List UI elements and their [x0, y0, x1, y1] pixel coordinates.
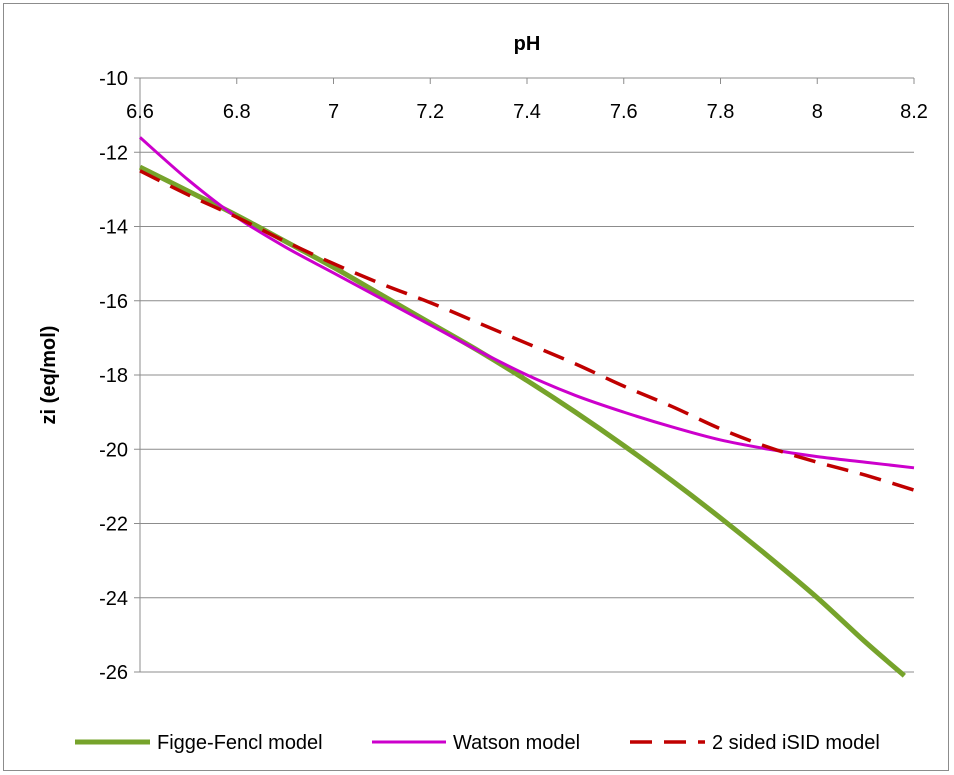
y-tick-label: -26 [99, 662, 128, 684]
legend: Figge-Fencl model Watson model 2 sided iSI… [75, 732, 880, 754]
gridlines [140, 77, 914, 673]
y-tick-label: -22 [99, 514, 128, 536]
x-tick-label: 7.6 [610, 101, 638, 123]
legend-label: 2 sided iSID model [712, 732, 880, 754]
y-axis-title: zi (eq/mol) [38, 326, 60, 425]
x-tick-label: 8.2 [900, 101, 928, 123]
y-tick-label: -20 [99, 439, 128, 461]
x-tick-label: 8 [812, 101, 823, 123]
y-tick-label: -10 [99, 68, 128, 90]
x-tick-label: 7 [328, 101, 339, 123]
series-line-figge-fencl-model [138, 164, 906, 678]
x-tick-label: 7.4 [513, 101, 541, 123]
y-tick-label: -14 [99, 217, 128, 239]
y-tick-label: -12 [99, 142, 128, 164]
x-tick-label: 7.2 [416, 101, 444, 123]
series-lines [138, 136, 915, 678]
x-axis-title: pH [514, 33, 541, 55]
series-line-watson-model [139, 136, 915, 470]
x-tick-label: 6.8 [223, 101, 251, 123]
legend-label: Figge-Fencl model [157, 732, 323, 754]
series-line-2-sided-isid-model [139, 169, 915, 492]
axes [134, 77, 915, 673]
y-tick-label: -24 [99, 588, 128, 610]
legend-label: Watson model [453, 732, 580, 754]
y-tick-label: -18 [99, 365, 128, 387]
y-tick-label: -16 [99, 291, 128, 313]
chart-frame [3, 3, 949, 771]
x-tick-label: 7.8 [707, 101, 735, 123]
tick-labels: -10 -12 -14 -16 -18 -20 -22 -24 -26 6.6 6.8 7 7.2 7.4… [99, 68, 928, 684]
x-tick-label: 6.6 [126, 101, 154, 123]
